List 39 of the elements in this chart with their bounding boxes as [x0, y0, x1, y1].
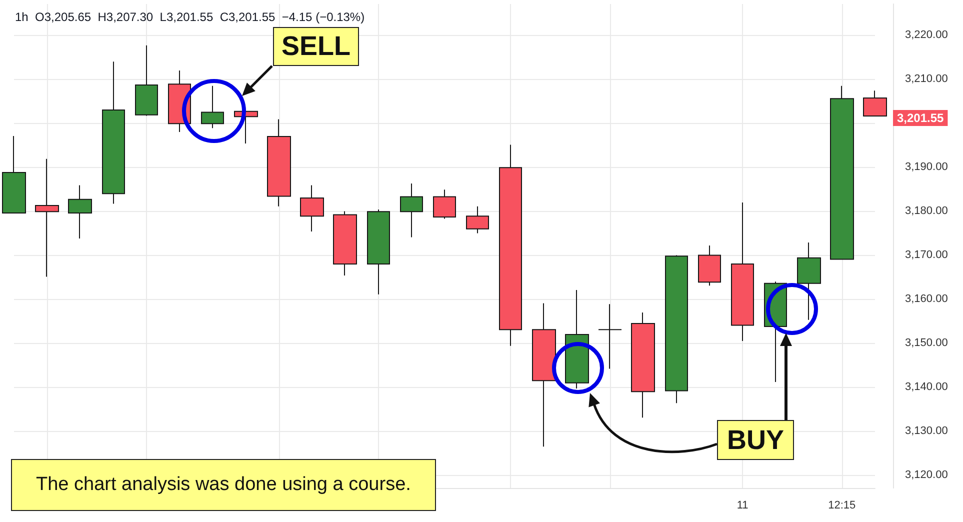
candlestick — [631, 312, 655, 418]
x-tick-label: 12:15 — [828, 500, 856, 512]
y-tick-label: 3,210.00 — [905, 72, 948, 85]
annotation: BUY — [717, 420, 794, 460]
x-tick-label: 11 — [736, 500, 748, 512]
y-tick-label: 3,150.00 — [905, 336, 948, 349]
candlestick — [135, 44, 158, 116]
y-tick-label: 3,180.00 — [905, 204, 948, 217]
y-tick-label: 3,170.00 — [905, 248, 948, 261]
text: 3,201.55 — [897, 110, 944, 125]
candlestick — [433, 189, 456, 220]
candlestick — [35, 158, 59, 278]
y-tick-label: 3,220.00 — [905, 28, 948, 41]
candlestick — [698, 245, 721, 286]
candlestick — [400, 183, 423, 238]
candlestick — [367, 208, 390, 295]
candlestick — [333, 210, 357, 276]
candlestick — [300, 184, 324, 232]
candlestick — [267, 118, 291, 207]
candlestick — [2, 136, 26, 214]
y-tick-label: 3,160.00 — [905, 292, 948, 305]
candlestick — [68, 184, 92, 240]
candlestick — [665, 254, 688, 404]
candlestick — [532, 302, 556, 448]
candlestick — [466, 206, 489, 234]
y-tick-label: 3,140.00 — [905, 380, 948, 393]
candlestick — [201, 85, 224, 129]
candlestick — [731, 202, 754, 342]
candlestick — [598, 304, 622, 370]
annotation: The chart analysis was done using a course. — [11, 459, 436, 511]
y-tick-label: 3,130.00 — [905, 424, 948, 437]
text: 1h O3,205.65 H3,207.30 L3,201.55 C3,201.55 −4.15 (−0.13%) — [15, 10, 365, 24]
candlestick — [102, 61, 125, 204]
candlestick — [797, 242, 821, 320]
y-tick-label: 3,190.00 — [905, 160, 948, 173]
annotation: SELL — [273, 27, 359, 66]
candlestick — [863, 90, 887, 116]
candlestick — [565, 290, 589, 390]
y-tick-label: 3,120.00 — [905, 468, 948, 481]
